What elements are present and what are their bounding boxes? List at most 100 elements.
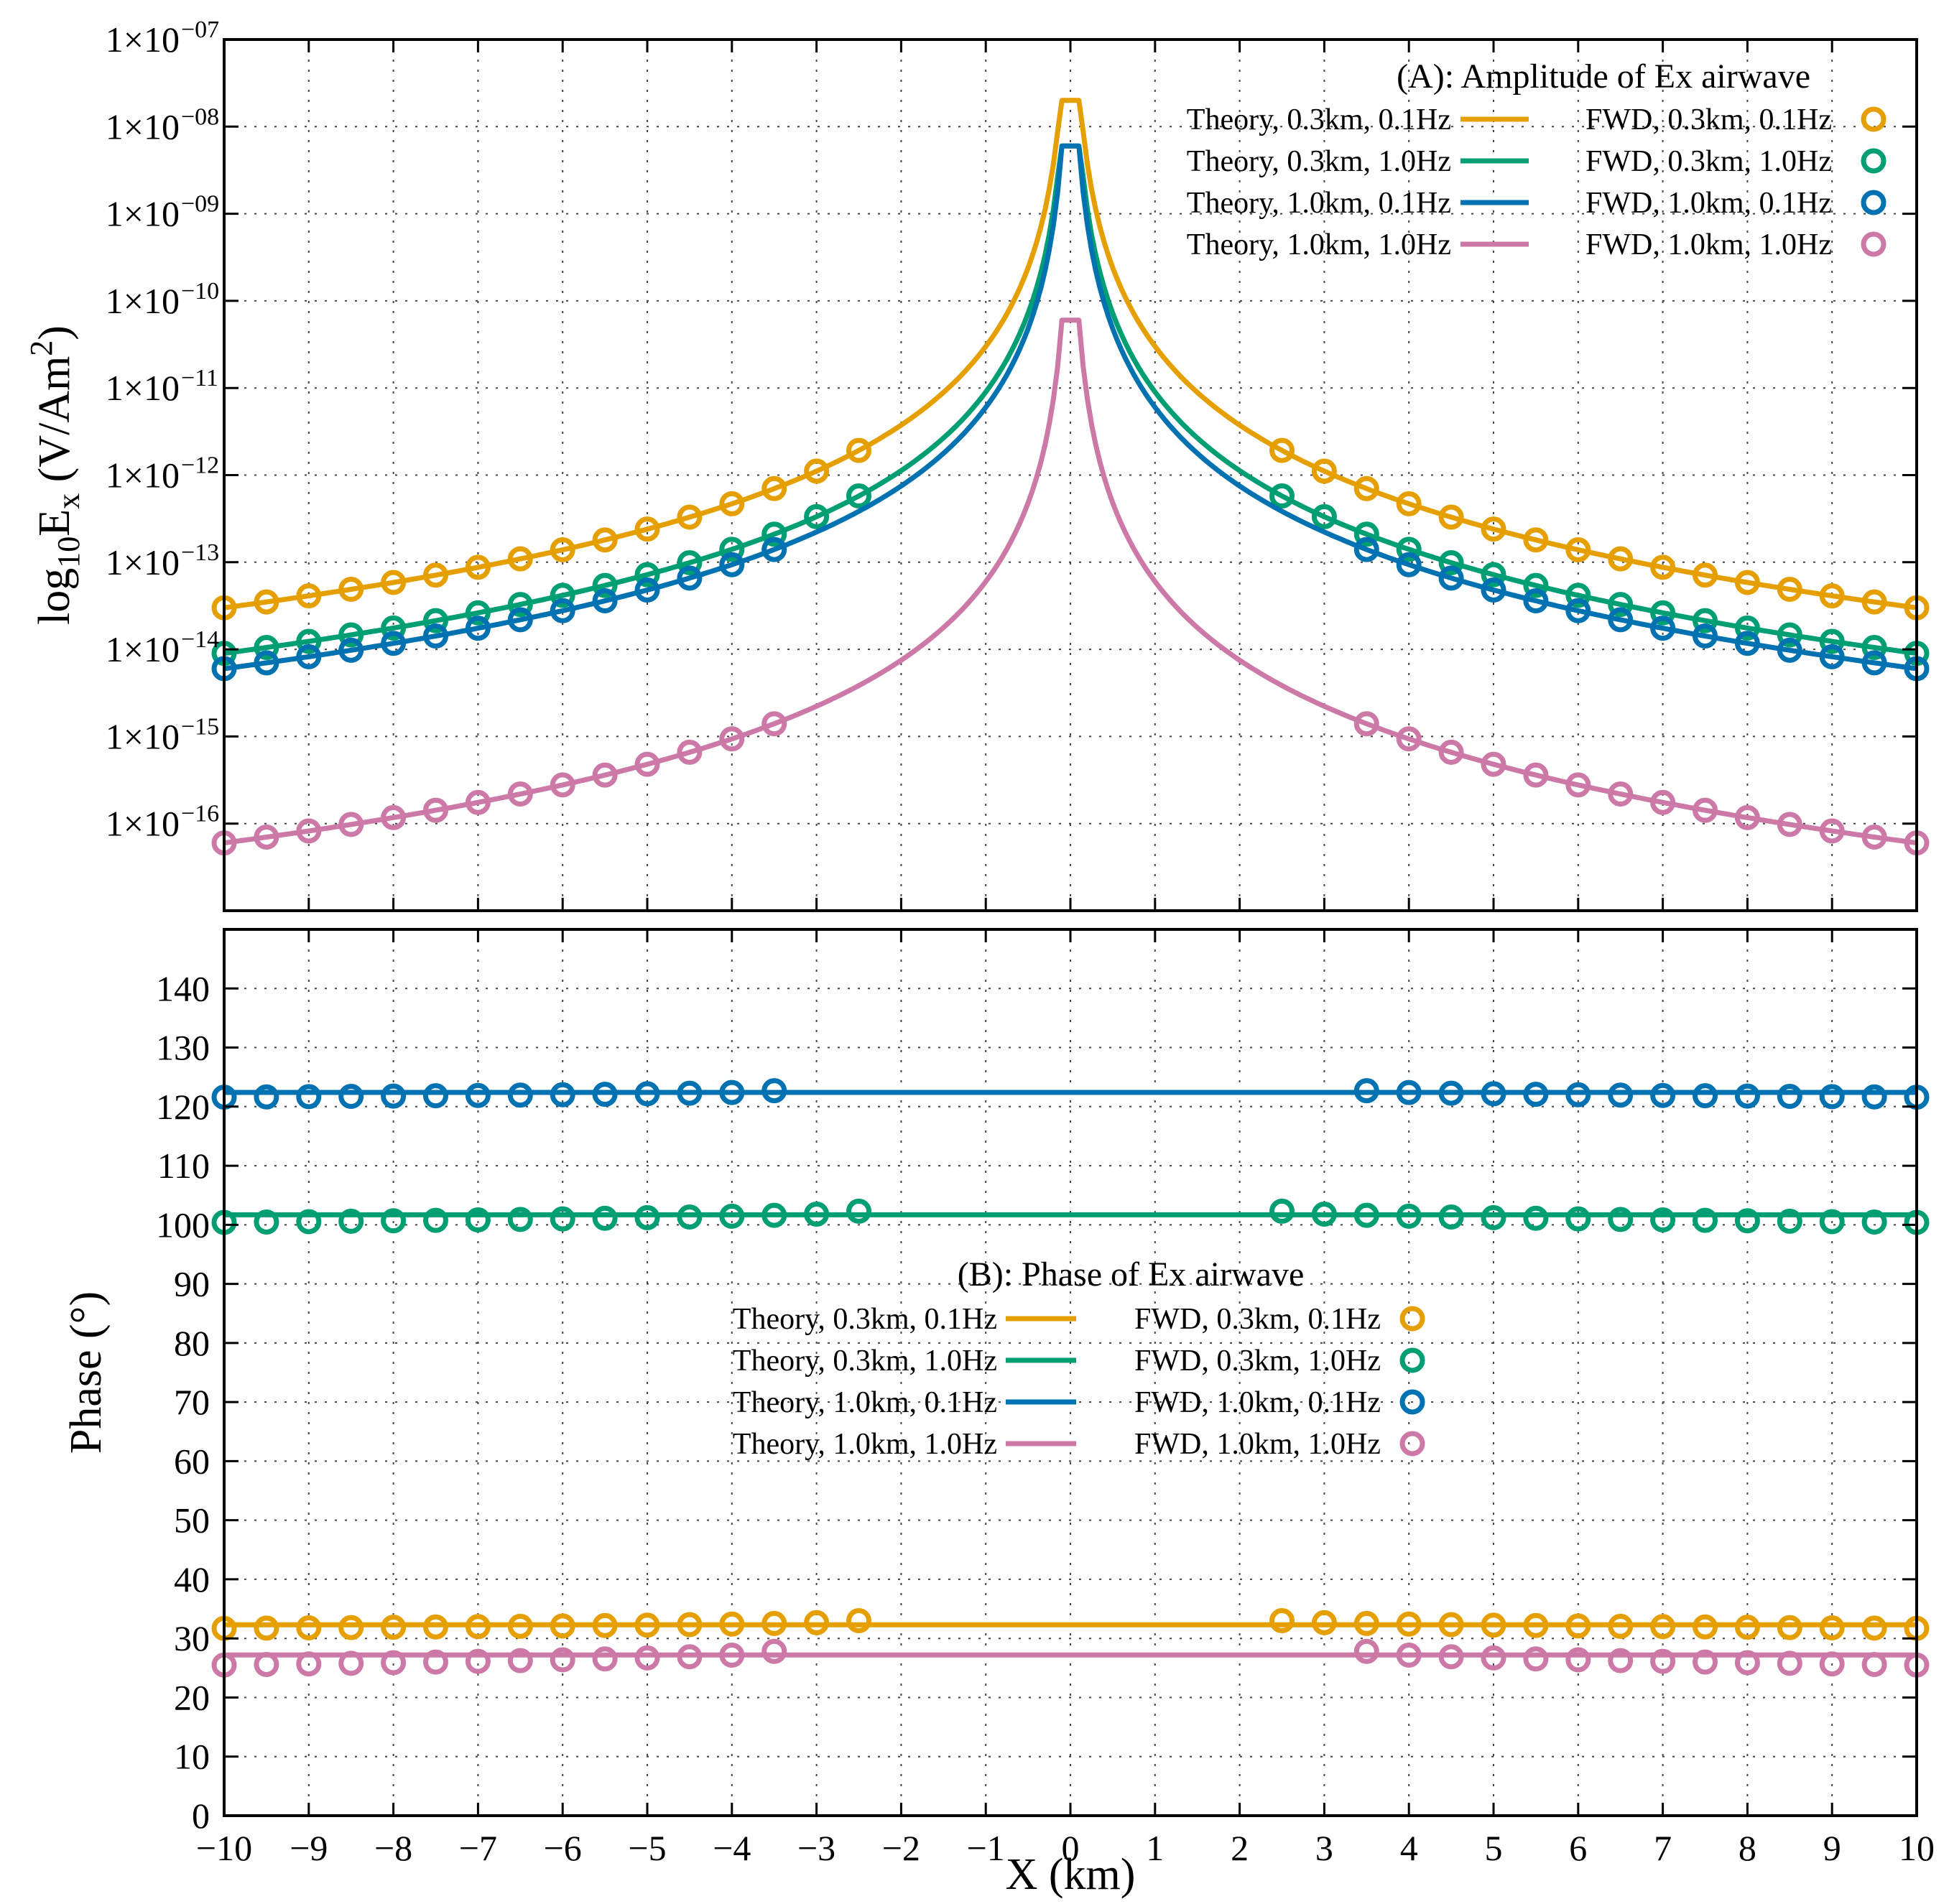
phase-fwd-marker-2 xyxy=(1396,1203,1422,1229)
legend-fwd-marker xyxy=(1861,106,1886,132)
phase-fwd-marker-2 xyxy=(1353,1202,1379,1228)
fwd-marker-1 xyxy=(804,458,830,484)
ylabel-unit-end: ) xyxy=(30,325,79,340)
fwd-marker-4 xyxy=(1777,812,1802,837)
fwd-marker-3 xyxy=(1819,644,1845,669)
fwd-marker-2 xyxy=(1819,628,1845,654)
phase-fwd-marker-4 xyxy=(465,1648,491,1674)
legend-theory-label: Theory, 1.0km, 0.1Hz xyxy=(1187,187,1451,220)
phase-fwd-marker-3 xyxy=(719,1079,745,1105)
fwd-marker-3 xyxy=(1396,552,1422,577)
fwd-marker-3 xyxy=(719,552,745,577)
fwd-marker-4 xyxy=(677,739,703,765)
panel-b-series xyxy=(211,1078,1930,1678)
phase-fwd-marker-4 xyxy=(1353,1638,1379,1664)
x-tick-label: −1 xyxy=(967,1828,1005,1868)
y-tick-exponent: −10 xyxy=(181,278,219,305)
fwd-marker-1 xyxy=(1396,491,1422,516)
fwd-marker-1 xyxy=(1861,589,1887,615)
y-tick-exponent: −11 xyxy=(181,365,218,391)
ylabel-var: E xyxy=(30,509,79,537)
phase-fwd-marker-3 xyxy=(507,1082,533,1108)
phase-fwd-marker-1 xyxy=(1650,1614,1676,1640)
fwd-marker-3 xyxy=(761,537,787,562)
legend-fwd-marker xyxy=(1861,148,1886,174)
ylabel-var-sub: x xyxy=(51,493,86,509)
panel-b-legend: Theory, 0.3km, 0.1Hz FWD, 0.3km, 0.1Hz The… xyxy=(733,1303,1425,1461)
phase-fwd-marker-4 xyxy=(1396,1643,1422,1668)
x-tick-label: −3 xyxy=(797,1828,835,1868)
phase-fwd-marker-1 xyxy=(592,1612,618,1638)
phase-fwd-marker-2 xyxy=(846,1198,871,1224)
ylabel-log-sub: 10 xyxy=(51,537,86,568)
x-tick-label: 10 xyxy=(1899,1828,1935,1868)
phase-fwd-marker-3 xyxy=(1481,1081,1506,1107)
phase-fwd-marker-4 xyxy=(1481,1645,1506,1671)
phase-fwd-marker-3 xyxy=(296,1084,322,1110)
fwd-marker-3 xyxy=(338,637,364,663)
fwd-marker-4 xyxy=(465,789,491,815)
fwd-marker-2 xyxy=(465,600,491,626)
fwd-marker-1 xyxy=(423,562,448,588)
phase-fwd-marker-2 xyxy=(1734,1208,1760,1234)
phase-fwd-marker-4 xyxy=(550,1647,575,1673)
legend-fwd-marker xyxy=(1399,1389,1425,1415)
y-tick-exponent: −07 xyxy=(181,17,219,43)
phase-fwd-marker-1 xyxy=(296,1615,322,1640)
panel-b-phase: −10 −9 −8 −7 −6 −5 −4 −3 −2 −1 0 1 2 3 4 5 6 7 8 9 100102030… xyxy=(62,928,1935,1899)
y-tick-exponent: −12 xyxy=(181,452,219,479)
panel-a-legend: Theory, 0.3km, 0.1Hz FWD, 0.3km, 0.1Hz The… xyxy=(1187,103,1886,261)
phase-fwd-marker-2 xyxy=(761,1202,787,1228)
y-tick-label: 0 xyxy=(192,1796,210,1836)
fwd-marker-3 xyxy=(634,577,660,603)
fwd-marker-1 xyxy=(507,546,533,572)
fwd-marker-2 xyxy=(804,503,830,529)
fwd-marker-1 xyxy=(1438,504,1464,530)
fwd-marker-2 xyxy=(1269,483,1295,509)
phase-fwd-marker-1 xyxy=(761,1610,787,1636)
phase-fwd-marker-1 xyxy=(381,1615,407,1640)
fwd-marker-1 xyxy=(1523,527,1549,553)
y-tick-mantissa: 1×10 xyxy=(106,542,180,582)
y-tick-label: 110 xyxy=(157,1146,210,1186)
y-tick-label: 1×10 xyxy=(106,629,180,669)
fwd-marker-3 xyxy=(1693,623,1718,649)
fwd-marker-1 xyxy=(465,554,491,580)
fwd-marker-4 xyxy=(423,797,448,823)
phase-fwd-marker-3 xyxy=(550,1082,575,1107)
y-tick-label: 10 xyxy=(174,1737,210,1777)
theory-line-4 xyxy=(223,317,1917,846)
fwd-marker-3 xyxy=(550,598,575,623)
y-tick-label: 120 xyxy=(156,1087,210,1127)
fwd-marker-4 xyxy=(507,781,533,807)
phase-fwd-marker-2 xyxy=(1777,1208,1802,1234)
y-tick-mantissa: 1×10 xyxy=(106,804,180,844)
y-tick-mantissa: 1×10 xyxy=(106,368,180,408)
phase-fwd-marker-2 xyxy=(465,1207,491,1233)
phase-fwd-marker-4 xyxy=(1734,1650,1760,1676)
panel-a-amplitude: 1×10 −071×10 −081×10 −091×10 −101×10 −111×10−… xyxy=(24,17,1930,912)
phase-fwd-marker-1 xyxy=(719,1611,745,1637)
fwd-marker-1 xyxy=(1269,437,1295,463)
legend-fwd-label: FWD, 0.3km, 1.0Hz xyxy=(1585,145,1832,178)
fwd-marker-4 xyxy=(550,772,575,798)
phase-fwd-marker-4 xyxy=(1861,1651,1887,1677)
y-tick-label: 140 xyxy=(156,968,210,1008)
phase-fwd-marker-3 xyxy=(1777,1084,1802,1110)
fwd-marker-3 xyxy=(465,616,491,641)
phase-fwd-marker-4 xyxy=(1608,1648,1634,1673)
y-tick-label: 20 xyxy=(174,1677,210,1717)
y-tick-mantissa: 1×10 xyxy=(106,194,180,234)
legend-fwd-label: FWD, 1.0km, 1.0Hz xyxy=(1134,1428,1381,1461)
fwd-marker-2 xyxy=(254,635,279,661)
phase-fwd-marker-2 xyxy=(296,1209,322,1235)
y-tick-label: 100 xyxy=(156,1204,210,1245)
ylabel-unit: (V/Am xyxy=(30,356,79,493)
x-tick-label: 2 xyxy=(1231,1828,1249,1868)
phase-fwd-marker-1 xyxy=(677,1612,703,1638)
phase-fwd-marker-2 xyxy=(1523,1205,1549,1231)
y-tick-mantissa: 1×10 xyxy=(106,455,180,496)
y-tick-label: 80 xyxy=(174,1323,210,1363)
y-tick-label: 1×10 xyxy=(106,194,180,234)
